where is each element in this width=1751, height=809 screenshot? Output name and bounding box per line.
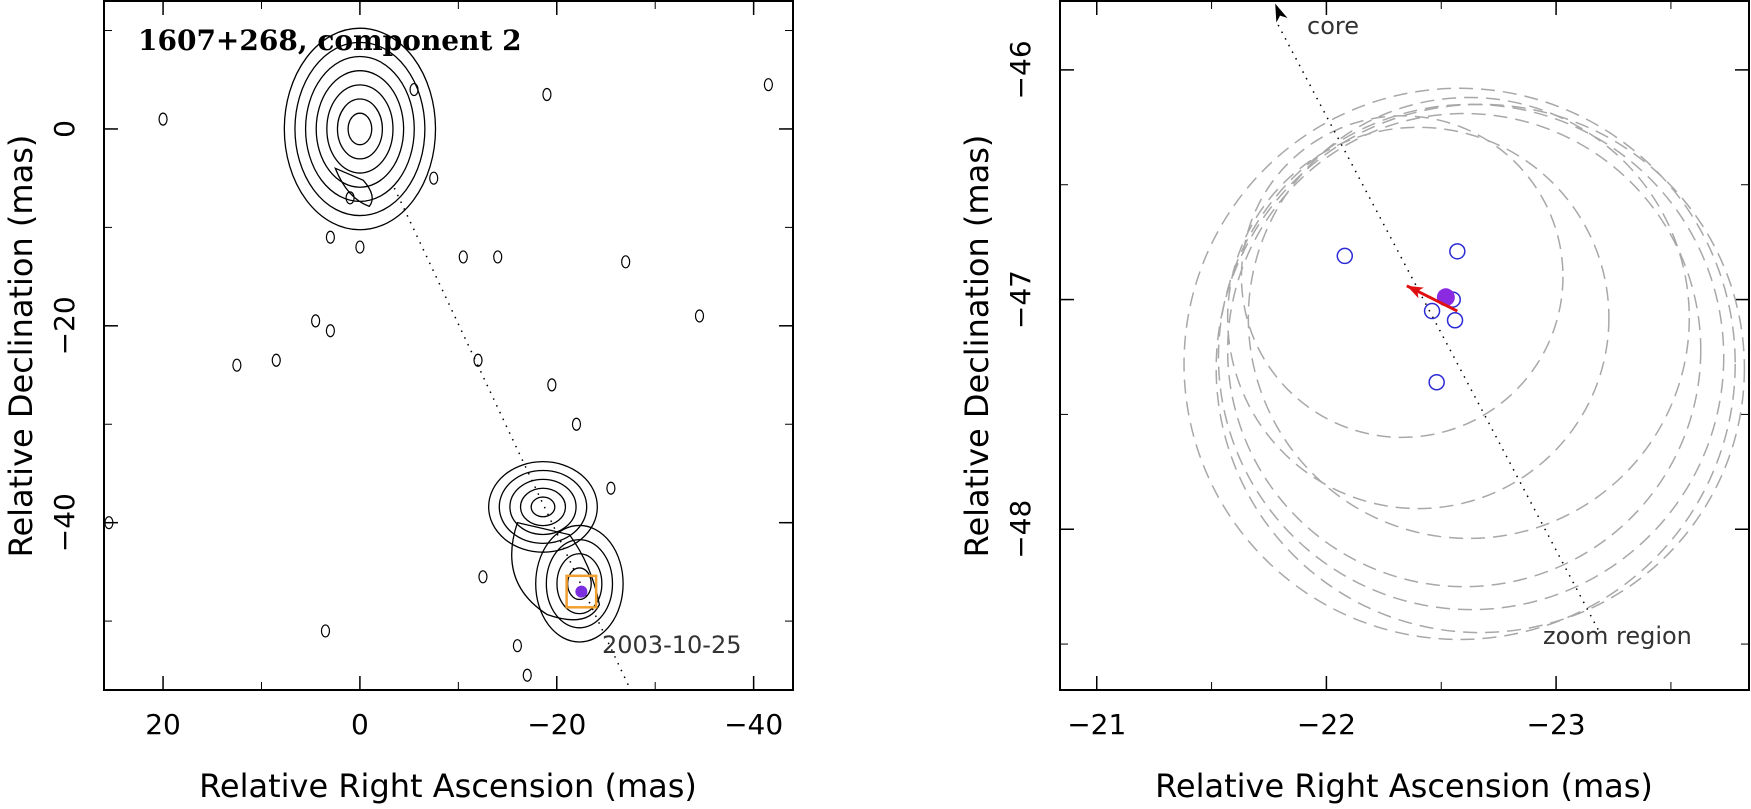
noise-contour [606, 481, 616, 495]
right-x-tick-label: −21 [1067, 708, 1126, 741]
knot-envelope-contour [511, 521, 601, 621]
noise-contour [522, 668, 532, 682]
knot-north-contour [509, 478, 577, 536]
knot-south-contour [545, 538, 614, 629]
core-contour [304, 55, 415, 203]
right-x-tick-label: −23 [1527, 708, 1586, 741]
knot-south-contour [535, 524, 624, 643]
core-tail-contour [334, 167, 373, 208]
core-contour [315, 70, 405, 188]
core-arrowhead [1275, 3, 1288, 23]
noise-contour [473, 353, 483, 367]
motion-vector-arrowhead [1406, 285, 1424, 299]
right-y-tick-label: −47 [1004, 270, 1037, 329]
noise-contour [458, 250, 468, 264]
right-clipped-group [1183, 24, 1746, 641]
left-y-tick-label: −20 [48, 296, 81, 355]
left-panel: 20 0 −20 −40 0 −20 −40 1607+268, component 2 2… [2, 0, 794, 805]
left-x-tick-label: −20 [527, 708, 586, 741]
knot-north-contour [488, 460, 598, 553]
left-date-label: 2003-10-25 [602, 631, 741, 659]
right-panel: −21 −22 −23 −46 −47 −48 core zoom region Rela… [958, 0, 1750, 805]
uncertainty-circle [1247, 96, 1691, 540]
noise-contour [232, 358, 242, 372]
noise-contour [478, 570, 488, 584]
left-tick-labels: 20 0 −20 −40 0 −20 −40 [48, 120, 783, 741]
core-annotation: core [1307, 12, 1359, 40]
knot-north-contour [519, 487, 567, 527]
left-panel-title: 1607+268, component 2 [138, 24, 522, 57]
right-y-tick-label: −46 [1004, 40, 1037, 99]
zoom-region-box [565, 574, 598, 609]
noise-contour [311, 314, 321, 328]
core-contour [283, 27, 437, 231]
left-overlay [393, 187, 632, 691]
fitted-position-marker [1428, 373, 1445, 391]
uncertainty-circle [1226, 126, 1610, 510]
right-axis-ticks [1060, 1, 1749, 690]
core-contour [336, 98, 384, 160]
fitted-position-marker [1446, 311, 1464, 329]
left-y-tick-label: 0 [48, 120, 81, 138]
core-contour [347, 112, 373, 146]
noise-contour [320, 624, 331, 638]
component-marker [575, 585, 588, 598]
right-jet-axis-line [1277, 24, 1601, 633]
uncertainty-circle [1240, 115, 1564, 439]
noise-contour [621, 255, 631, 269]
noise-contour [542, 87, 552, 102]
right-y-tick-label: −48 [1004, 500, 1037, 559]
uncertainty-circle [1226, 112, 1702, 588]
right-plot-content [1183, 3, 1746, 641]
noise-contour [493, 250, 503, 264]
fitted-position-marker [1449, 243, 1466, 260]
left-plot-frame [103, 0, 794, 691]
fitted-position-marker [1423, 302, 1441, 320]
noise-contour [271, 353, 281, 367]
right-plot-frame [1059, 0, 1750, 691]
core-contour [326, 84, 394, 174]
noise-contour [325, 230, 335, 244]
left-jet-axis-line [393, 187, 632, 691]
noise-contour [104, 516, 114, 530]
noise-contour [325, 324, 335, 338]
core-contour [294, 41, 426, 217]
noise-contour [694, 309, 705, 323]
noise-contour [409, 82, 419, 97]
right-tick-labels: −21 −22 −23 −46 −47 −48 [1004, 40, 1586, 741]
zoom-region-annotation: zoom region [1543, 622, 1692, 650]
right-x-axis-title: Relative Right Ascension (mas) [1155, 767, 1653, 805]
right-x-tick-label: −22 [1297, 708, 1356, 741]
noise-contour [345, 191, 355, 205]
left-y-tick-label: −40 [48, 493, 81, 552]
knot-south-contour [556, 553, 603, 615]
left-contours [104, 27, 773, 682]
fitted-position-marker [1336, 247, 1354, 265]
left-x-tick-label: 0 [351, 708, 369, 741]
left-x-tick-label: 20 [145, 708, 181, 741]
noise-contour [763, 78, 773, 92]
uncertainty-circle [1215, 103, 1746, 634]
right-y-axis-title: Relative Declination (mas) [958, 135, 996, 558]
left-x-axis-title: Relative Right Ascension (mas) [199, 767, 697, 805]
knot-north-contour [498, 469, 588, 544]
noise-contour [547, 378, 557, 392]
uncertainty-circle [1183, 87, 1736, 641]
left-y-axis-title: Relative Declination (mas) [2, 135, 40, 558]
noise-contour [355, 240, 365, 254]
noise-contour [158, 112, 168, 126]
left-x-tick-label: −40 [724, 708, 783, 741]
left-axis-ticks [104, 1, 793, 690]
noise-contour [429, 171, 439, 185]
noise-contour [571, 417, 582, 431]
knot-north-contour [530, 496, 556, 518]
noise-contour [512, 639, 523, 653]
